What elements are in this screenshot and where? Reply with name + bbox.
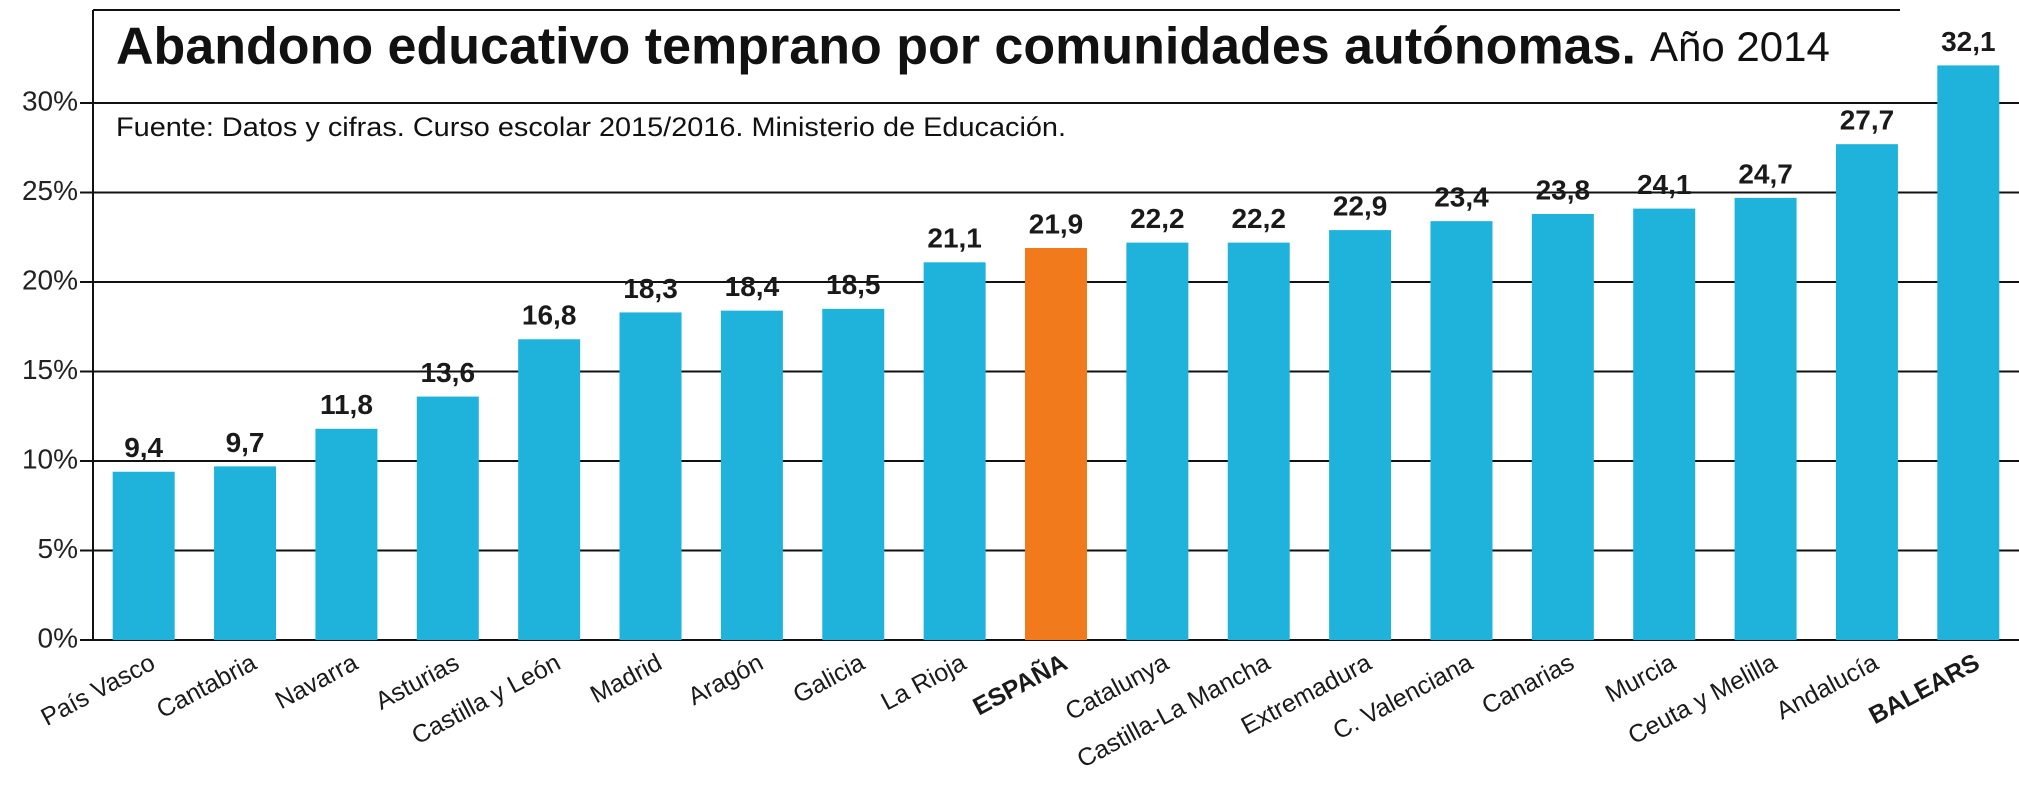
bar <box>1025 247 1087 641</box>
value-label: 23,4 <box>1434 182 1489 213</box>
bars <box>112 65 2000 641</box>
value-label: 32,1 <box>1941 26 1996 57</box>
bar <box>1329 230 1392 640</box>
x-tick-label: Navarra <box>271 648 363 715</box>
chart-title: Abandono educativo temprano por comunida… <box>116 18 1636 76</box>
value-label: 13,6 <box>421 357 476 388</box>
x-tick-label: Canarias <box>1477 648 1578 720</box>
value-label: 11,8 <box>320 389 373 420</box>
y-tick-label: 25% <box>22 175 78 206</box>
bar <box>923 262 986 640</box>
x-tick-label: País Vasco <box>36 648 159 731</box>
x-tick-label: Murcia <box>1601 648 1680 708</box>
bar <box>1126 242 1189 640</box>
value-label: 18,5 <box>826 269 881 300</box>
y-tick-label: 5% <box>38 533 78 564</box>
bar <box>1633 208 1696 641</box>
value-label: 9,4 <box>124 432 163 463</box>
bar <box>619 312 682 640</box>
value-label: 18,3 <box>623 273 678 304</box>
bar <box>416 396 479 640</box>
y-tick-label: 10% <box>22 443 78 474</box>
x-tick-label: Aragón <box>683 648 767 711</box>
x-tick-label: Andalucía <box>1772 648 1883 725</box>
x-tick-label: La Rioja <box>876 648 970 716</box>
bar <box>518 339 581 640</box>
value-label: 22,2 <box>1130 203 1185 234</box>
source: Fuente: Datos y cifras. Curso escolar 20… <box>116 112 1066 142</box>
value-label: 16,8 <box>522 300 577 331</box>
y-tick-label: 30% <box>22 85 78 116</box>
value-label: 21,1 <box>927 223 982 254</box>
bar <box>1430 221 1493 640</box>
bar <box>1835 144 1898 641</box>
x-tick-label: Cantabria <box>152 648 261 724</box>
bar <box>720 310 783 640</box>
bar <box>822 308 885 640</box>
bar <box>315 428 378 640</box>
x-tick-label: BALEARS <box>1864 648 1984 729</box>
value-label: 24,1 <box>1637 169 1692 200</box>
value-label: 22,2 <box>1231 203 1286 234</box>
value-label: 21,9 <box>1029 208 1084 239</box>
value-label: 24,7 <box>1738 158 1793 189</box>
value-label: 23,8 <box>1536 174 1591 205</box>
y-tick-label: 20% <box>22 264 78 295</box>
bar <box>112 471 175 640</box>
chart-subtitle: Año 2014 <box>1650 23 1830 70</box>
y-tick-label: 15% <box>22 354 78 385</box>
y-tick-label: 0% <box>38 622 78 653</box>
bar <box>214 466 277 640</box>
x-tick-label: Madrid <box>586 648 667 709</box>
bar <box>1531 213 1594 641</box>
x-tick-label: Galicia <box>789 648 870 709</box>
x-tick-label: ESPAÑA <box>967 647 1071 722</box>
value-label: 18,4 <box>725 271 780 302</box>
value-label: 27,7 <box>1840 105 1895 136</box>
value-label: 22,9 <box>1333 190 1388 221</box>
bar <box>1734 197 1797 640</box>
value-label: 9,7 <box>226 427 265 458</box>
bar <box>1937 65 2000 640</box>
bar <box>1227 242 1290 640</box>
